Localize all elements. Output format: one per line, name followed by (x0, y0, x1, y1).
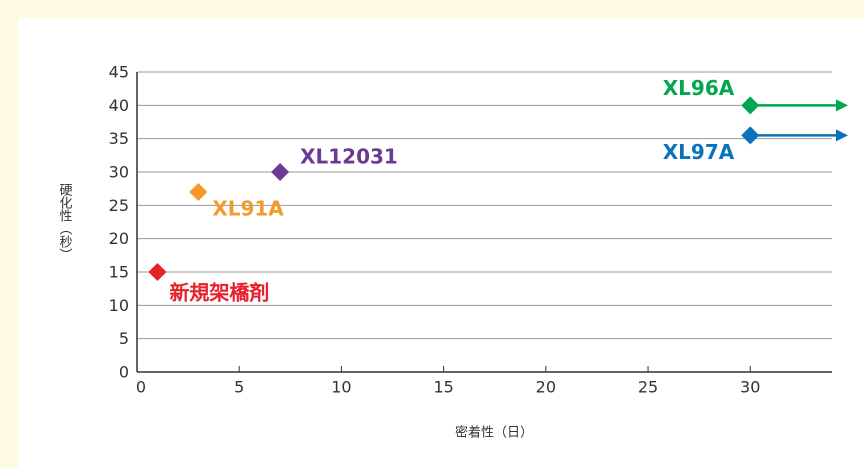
x-tick-label: 20 (536, 378, 556, 397)
point-label: XL91A (212, 197, 284, 221)
y-tick-label: 0 (119, 363, 129, 382)
arrow-head (836, 129, 848, 142)
x-tick-label: 30 (740, 378, 760, 397)
y-axis-label: 硬化性（秒） (57, 183, 73, 261)
y-tick-label: 30 (109, 163, 129, 182)
y-tick-label: 35 (109, 129, 129, 148)
x-tick-label: 0 (136, 378, 146, 397)
point (741, 96, 760, 115)
point (148, 263, 167, 281)
point-label: XL97A (663, 140, 735, 164)
point (271, 163, 290, 181)
x-tick-label: 25 (638, 378, 658, 397)
point (189, 183, 208, 201)
y-tick-label: 5 (119, 329, 129, 348)
y-tick-label: 25 (109, 196, 129, 215)
y-tick-label: 20 (109, 229, 129, 248)
point-label: 新規架橋剤 (169, 281, 269, 305)
x-axis-label: 密着性（日） (455, 425, 533, 441)
point-label: XL96A (663, 76, 735, 100)
panel (18, 18, 864, 468)
y-tick-label: 10 (109, 296, 129, 315)
x-tick-label: 15 (433, 378, 453, 397)
x-tick-label: 10 (331, 378, 351, 397)
y-tick-label: 45 (109, 63, 129, 82)
x-tick-label: 5 (234, 378, 244, 397)
point (741, 126, 760, 145)
y-tick-label: 40 (109, 96, 129, 115)
y-tick-label: 15 (109, 263, 129, 282)
point-label: XL12031 (300, 145, 398, 169)
arrow-head (836, 99, 848, 112)
